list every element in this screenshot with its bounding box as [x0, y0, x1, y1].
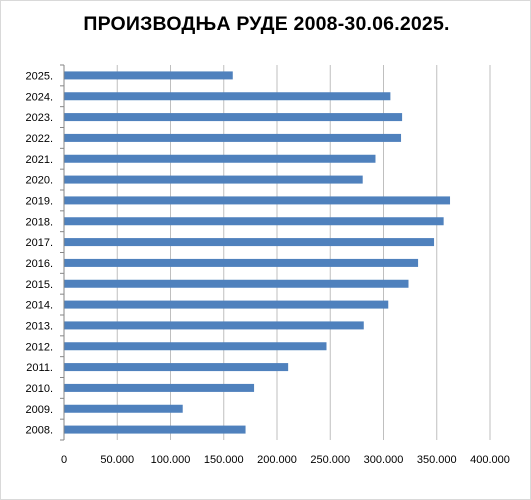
- bar: [64, 342, 327, 351]
- x-tick-label: 300.000: [364, 454, 404, 466]
- bar: [64, 425, 246, 434]
- bar: [64, 196, 451, 205]
- y-tick-label: 2015.: [25, 279, 53, 291]
- chart-title: ПРОИЗВОДЊА РУДЕ 2008-30.06.2025.: [83, 13, 450, 35]
- y-tick-label: 2023.: [25, 112, 53, 124]
- y-tick-label: 2016.: [25, 258, 53, 270]
- x-tick-label: 0: [61, 454, 67, 466]
- y-tick-label: 2014.: [25, 300, 53, 312]
- bar: [64, 279, 409, 288]
- bar: [64, 258, 419, 267]
- y-tick-label: 2017.: [25, 237, 53, 249]
- y-tick-label: 2013.: [25, 320, 53, 332]
- bar: [64, 175, 363, 184]
- y-tick-label: 2008.: [25, 425, 53, 437]
- x-tick-label: 50.000: [100, 454, 134, 466]
- bar: [64, 300, 389, 309]
- x-tick-label: 400.000: [470, 454, 510, 466]
- bar: [64, 217, 444, 226]
- y-tick-label: 2010.: [25, 383, 53, 395]
- bar: [64, 404, 183, 413]
- y-tick-label: 2012.: [25, 341, 53, 353]
- bar: [64, 71, 233, 80]
- bar: [64, 321, 364, 330]
- x-tick-label: 150.000: [204, 454, 244, 466]
- x-tick-labels: 0 50.000 100.000 150.000 200.000 250.000 300.0…: [61, 454, 510, 466]
- bars: [64, 71, 451, 434]
- y-tick-label: 2009.: [25, 404, 53, 416]
- y-tick-labels: 2025. 2024. 2023. 2022. 2021. 2020. 2019. 2018.…: [25, 70, 53, 436]
- bar: [64, 383, 255, 392]
- bar: [64, 154, 376, 163]
- bar: [64, 113, 403, 122]
- grid-lines: [60, 64, 491, 441]
- bar: [64, 133, 402, 142]
- y-tick-label: 2024.: [25, 91, 53, 103]
- y-tick-label: 2025.: [25, 70, 53, 82]
- x-tick-label: 350.000: [417, 454, 457, 466]
- bar: [64, 238, 435, 247]
- y-tick-label: 2011.: [26, 362, 53, 374]
- y-tick-label: 2021.: [25, 154, 53, 166]
- x-tick-label: 100.000: [151, 454, 191, 466]
- x-tick-label: 250.000: [310, 454, 350, 466]
- x-tick-label: 200.000: [257, 454, 297, 466]
- y-tick-label: 2022.: [25, 133, 53, 145]
- bar: [64, 92, 391, 101]
- bar: [64, 363, 289, 372]
- y-tick-label: 2020.: [25, 175, 53, 187]
- y-tick-label: 2019.: [25, 195, 53, 207]
- y-tick-label: 2018.: [25, 216, 53, 228]
